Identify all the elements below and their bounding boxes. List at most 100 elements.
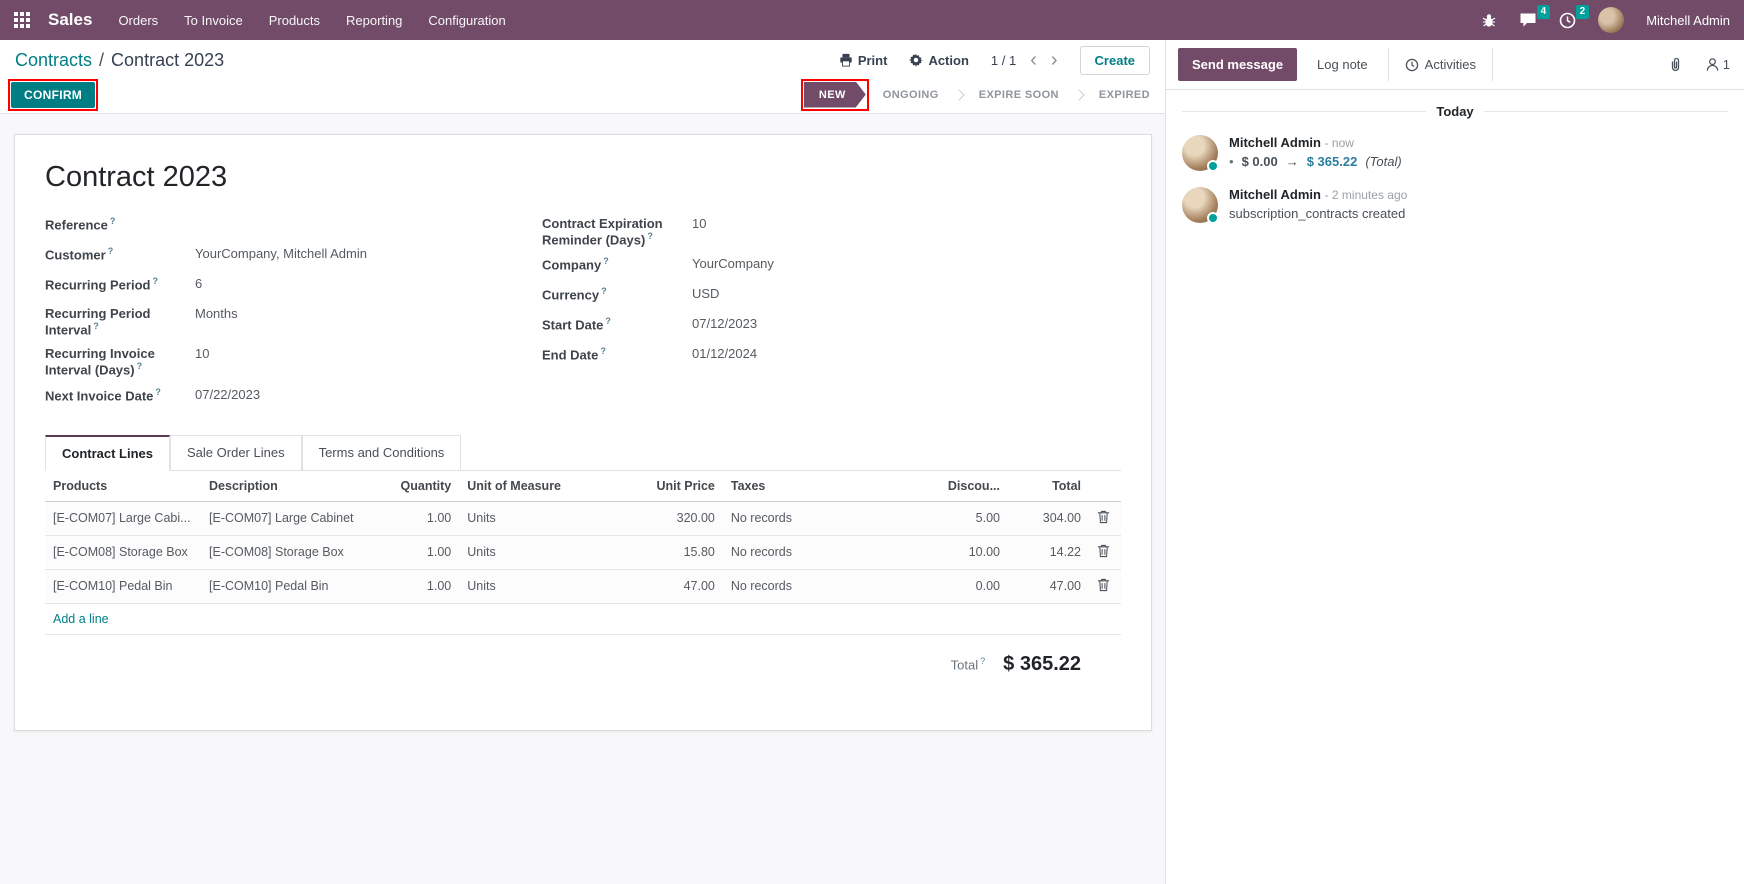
table-row[interactable]: [E-COM07] Large Cabi... [E-COM07] Large … [45,501,1121,536]
col-taxes[interactable]: Taxes [722,470,896,502]
field-end-date-value[interactable]: 01/12/2024 [692,346,758,362]
confirm-button[interactable]: CONFIRM [11,81,96,108]
user-name[interactable]: Mitchell Admin [1646,12,1730,28]
send-message-button[interactable]: Send message [1178,48,1298,81]
nav-menu-to-invoice[interactable]: To Invoice [184,12,243,28]
record-title[interactable]: Contract 2023 [45,161,228,193]
message-author[interactable]: Mitchell Admin [1229,187,1321,202]
arrow-right-icon: → [1285,154,1299,169]
stage-expire-soon[interactable]: EXPIRE SOON [978,88,1059,101]
field-company: Company? YourCompany [542,256,1121,277]
field-recurring-period-interval: Recurring Period Interval? Months [45,306,542,337]
breadcrumb-current: Contract 2023 [111,49,225,70]
activities-count-badge: 2 [1575,4,1590,19]
form-sheet: Contract 2023 Reference? Customer? YourC… [14,134,1152,731]
field-currency-value[interactable]: USD [692,286,720,302]
message-time: - 2 minutes ago [1324,188,1408,202]
field-next-invoice-date-value[interactable]: 07/22/2023 [195,386,261,402]
field-customer: Customer? YourCompany, Mitchell Admin [45,246,542,267]
help-icon: ? [155,386,161,397]
col-unit-price[interactable]: Unit Price [593,470,723,502]
field-recurring-invoice-interval-value[interactable]: 10 [195,346,210,362]
add-a-line-link[interactable]: Add a line [53,611,109,626]
field-company-value[interactable]: YourCompany [692,256,774,272]
message-author[interactable]: Mitchell Admin [1229,135,1321,150]
top-navbar: Sales Orders To Invoice Products Reporti… [0,0,1744,40]
tab-contract-lines[interactable]: Contract Lines [45,434,171,471]
online-status-dot [1207,212,1219,224]
apps-menu-icon[interactable] [14,12,30,28]
printer-icon [840,53,852,67]
help-icon: ? [980,656,986,667]
notebook-tabs: Contract Lines Sale Order Lines Terms an… [45,434,1121,471]
log-note-button[interactable]: Log note [1317,57,1368,72]
col-discount[interactable]: Discou... [895,470,1008,502]
gear-icon [909,53,924,67]
stage-ongoing[interactable]: ONGOING [882,88,939,101]
nav-menu-configuration[interactable]: Configuration [428,12,506,28]
message-avatar [1182,187,1219,224]
confirm-annotation-box: CONFIRM [8,78,99,111]
nav-menu-products[interactable]: Products [268,12,321,28]
print-button[interactable]: Print [839,53,887,68]
col-description[interactable]: Description [201,470,390,502]
chatter-panel: Send message Log note Activities [1166,40,1744,884]
tab-terms-and-conditions[interactable]: Terms and Conditions [301,434,462,471]
col-total[interactable]: Total [1007,470,1089,502]
stage-expired[interactable]: EXPIRED [1098,88,1150,101]
followers-button[interactable]: 1 [1705,57,1730,72]
app-name-sales[interactable]: Sales [48,10,93,29]
field-end-date: End Date? 01/12/2024 [542,346,1121,367]
table-row[interactable]: [E-COM10] Pedal Bin [E-COM10] Pedal Bin … [45,569,1121,604]
field-next-invoice-date: Next Invoice Date? 07/22/2023 [45,387,542,408]
activities-clock-icon[interactable]: 2 [1559,4,1590,29]
debug-bug-icon[interactable] [1481,12,1497,28]
new-total-value: $ 365.22 [1306,154,1358,169]
field-customer-value[interactable]: YourCompany, Mitchell Admin [195,246,367,261]
nav-menu-reporting[interactable]: Reporting [346,12,403,28]
message-body: subscription_contracts created [1229,206,1406,221]
delete-row-icon[interactable] [1097,578,1110,592]
delete-row-icon[interactable] [1097,510,1110,524]
total-amount: $ 365.22 [1003,652,1081,675]
activities-button[interactable]: Activities [1387,48,1493,81]
breadcrumb: Contracts / Contract 2023 [15,50,224,71]
field-recurring-period: Recurring Period? 6 [45,276,542,297]
field-recurring-period-value[interactable]: 6 [195,276,203,291]
create-button[interactable]: Create [1079,45,1150,75]
help-icon: ? [152,276,158,286]
stage-chevron-icon [1073,88,1085,101]
nav-menu-orders[interactable]: Orders [118,12,159,28]
help-icon: ? [93,321,99,331]
field-recurring-period-interval-value[interactable]: Months [195,306,238,321]
col-products[interactable]: Products [45,470,202,502]
pager-value: 1 / 1 [990,52,1017,68]
message-avatar [1182,135,1219,172]
col-unit-of-measure[interactable]: Unit of Measure [459,470,594,502]
chatter-message: Mitchell Admin - 2 minutes ago subscript… [1166,175,1744,227]
help-icon: ? [605,316,611,327]
messages-icon[interactable]: 4 [1519,5,1551,28]
pager-previous-icon[interactable]: ‹ [1030,49,1037,71]
pager-next-icon[interactable]: › [1050,49,1058,71]
user-avatar[interactable] [1598,7,1625,33]
tracking-value-change: • $ 0.00 → $ 365.22 (Total) [1229,154,1402,169]
chatter-toolbar: Send message Log note Activities [1166,40,1744,90]
field-reference: Reference? [45,216,116,233]
breadcrumb-contracts-link[interactable]: Contracts [15,49,93,70]
stage-new[interactable]: NEW [804,82,866,108]
stage-chevron-icon [953,88,965,101]
delete-row-icon[interactable] [1097,544,1110,558]
field-contract-expiration-reminder-value[interactable]: 10 [692,216,707,231]
help-icon: ? [107,246,114,256]
stage-pipeline: NEW ONGOING EXPIRE SOON EXPIRED [800,78,1150,111]
table-row[interactable]: [E-COM08] Storage Box [E-COM08] Storage … [45,535,1121,570]
attach-files-button[interactable] [1668,57,1683,73]
field-start-date-value[interactable]: 07/12/2023 [692,316,758,332]
tab-sale-order-lines[interactable]: Sale Order Lines [170,434,302,471]
action-button[interactable]: Action [909,53,969,68]
field-recurring-invoice-interval: Recurring Invoice Interval (Days)? 10 [45,346,542,377]
online-status-dot [1207,160,1219,172]
followers-count: 1 [1722,57,1730,72]
col-quantity[interactable]: Quantity [389,470,460,502]
